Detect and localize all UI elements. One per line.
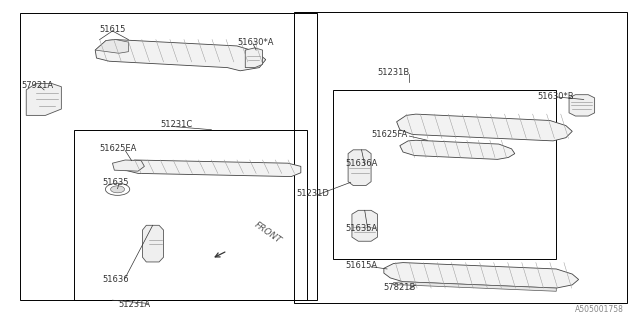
Text: FRONT: FRONT: [253, 220, 284, 245]
Text: 51630*B: 51630*B: [537, 92, 573, 101]
Text: A505001758: A505001758: [575, 305, 623, 314]
Text: 51231A: 51231A: [119, 300, 151, 309]
Polygon shape: [397, 114, 572, 141]
Polygon shape: [95, 40, 266, 71]
Text: 51636: 51636: [103, 275, 129, 284]
Polygon shape: [113, 160, 145, 171]
Polygon shape: [569, 95, 595, 116]
Text: 51625EA: 51625EA: [100, 144, 137, 153]
Text: 51625FA: 51625FA: [371, 130, 407, 139]
Text: 51630*A: 51630*A: [237, 38, 273, 47]
Polygon shape: [352, 210, 378, 241]
Bar: [20, 13, 317, 300]
Ellipse shape: [111, 186, 125, 193]
Polygon shape: [400, 140, 515, 159]
Text: 51615A: 51615A: [346, 261, 378, 270]
Polygon shape: [245, 48, 262, 68]
Bar: [294, 12, 627, 303]
Text: 51635A: 51635A: [346, 224, 378, 233]
Text: 57921A: 57921A: [22, 81, 54, 90]
Polygon shape: [348, 150, 371, 186]
Text: 51231B: 51231B: [378, 68, 410, 77]
Text: 51635: 51635: [103, 178, 129, 187]
Polygon shape: [384, 263, 579, 288]
Bar: [333, 90, 556, 259]
Polygon shape: [125, 160, 301, 177]
Text: 51231D: 51231D: [296, 189, 329, 198]
Text: 57821B: 57821B: [384, 283, 416, 292]
Text: 51615: 51615: [100, 25, 126, 34]
Polygon shape: [26, 84, 61, 116]
Text: 51231C: 51231C: [161, 120, 193, 130]
Polygon shape: [95, 40, 129, 53]
Polygon shape: [394, 282, 556, 291]
Bar: [74, 130, 307, 300]
Text: 51636A: 51636A: [346, 159, 378, 168]
Polygon shape: [143, 225, 164, 262]
